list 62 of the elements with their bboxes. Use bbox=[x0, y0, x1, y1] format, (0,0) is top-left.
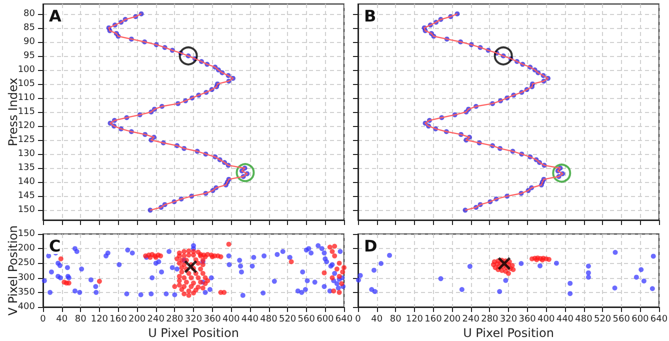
x-tick-label: 40 bbox=[56, 314, 68, 324]
y-tick-label: 120 bbox=[18, 121, 36, 132]
x-tick-label: 0 bbox=[40, 314, 46, 324]
x-tick-label: 400 bbox=[222, 314, 240, 324]
x-axis-title: U Pixel Position bbox=[148, 326, 239, 340]
x-tick-label: 160 bbox=[110, 314, 128, 324]
x-tick-label: 280 bbox=[481, 314, 499, 324]
x-tick-label: 600 bbox=[316, 314, 334, 324]
x-tick-label: 560 bbox=[298, 314, 316, 324]
x-tick-label: 440 bbox=[241, 314, 259, 324]
x-tick-label: 520 bbox=[594, 314, 612, 324]
x-tick-label: 480 bbox=[575, 314, 593, 324]
y-tick-label: 400 bbox=[18, 302, 36, 312]
x-tick-label: 600 bbox=[632, 314, 650, 324]
annotation: B bbox=[364, 6, 376, 26]
y-tick-label: 145 bbox=[18, 191, 35, 202]
x-tick-label: 320 bbox=[500, 314, 518, 324]
x-tick-label: 240 bbox=[462, 314, 480, 324]
y-axis-title: Press Index bbox=[6, 78, 20, 146]
x-tick-label: 160 bbox=[424, 314, 442, 324]
y-tick-label: 90 bbox=[24, 36, 36, 47]
y-tick-label: 130 bbox=[18, 149, 36, 160]
annotation: A bbox=[49, 6, 62, 26]
y-tick-label: 115 bbox=[18, 107, 35, 117]
x-tick-label: 0 bbox=[355, 314, 362, 324]
y-tick-label: 95 bbox=[24, 50, 35, 61]
x-tick-label: 200 bbox=[128, 314, 146, 324]
y-tick-label: 100 bbox=[18, 64, 36, 75]
y-tick-label: 80 bbox=[24, 8, 36, 19]
x-tick-label: 480 bbox=[260, 314, 278, 324]
y-tick-label: 135 bbox=[18, 163, 35, 174]
x-tick-label: 320 bbox=[184, 314, 202, 324]
x-tick-label: 120 bbox=[406, 314, 424, 324]
annotation: D bbox=[364, 236, 378, 256]
x-tick-label: 440 bbox=[556, 314, 574, 324]
x-axis-title: U Pixel Position bbox=[463, 326, 554, 340]
y-tick-label: 140 bbox=[18, 177, 36, 188]
x-tick-label: 80 bbox=[74, 314, 87, 324]
y-tick-label: 110 bbox=[18, 92, 36, 103]
x-tick-label: 360 bbox=[204, 314, 222, 324]
x-tick-label: 640 bbox=[650, 314, 668, 324]
y-tick-label: 250 bbox=[18, 258, 36, 268]
annotation: C bbox=[49, 236, 61, 256]
x-tick-label: 640 bbox=[335, 314, 353, 324]
x-tick-label: 280 bbox=[166, 314, 184, 324]
y-tick-label: 300 bbox=[18, 272, 36, 283]
y-tick-label: 125 bbox=[18, 135, 35, 146]
x-tick-label: 200 bbox=[443, 314, 461, 324]
y-tick-label: 200 bbox=[18, 244, 36, 254]
x-tick-label: 400 bbox=[538, 314, 555, 324]
y-tick-label: 350 bbox=[18, 287, 36, 298]
x-tick-label: 40 bbox=[371, 314, 383, 324]
x-tick-label: 520 bbox=[278, 314, 296, 324]
y-tick-label: 85 bbox=[24, 22, 35, 33]
y-tick-label: 150 bbox=[18, 229, 36, 239]
x-tick-label: 80 bbox=[390, 314, 402, 324]
x-tick-label: 120 bbox=[90, 314, 108, 324]
y-tick-label: 105 bbox=[18, 78, 35, 89]
x-tick-label: 240 bbox=[147, 314, 165, 324]
x-tick-label: 560 bbox=[612, 314, 630, 324]
x-tick-label: 360 bbox=[518, 314, 536, 324]
y-tick-label: 150 bbox=[18, 205, 36, 216]
